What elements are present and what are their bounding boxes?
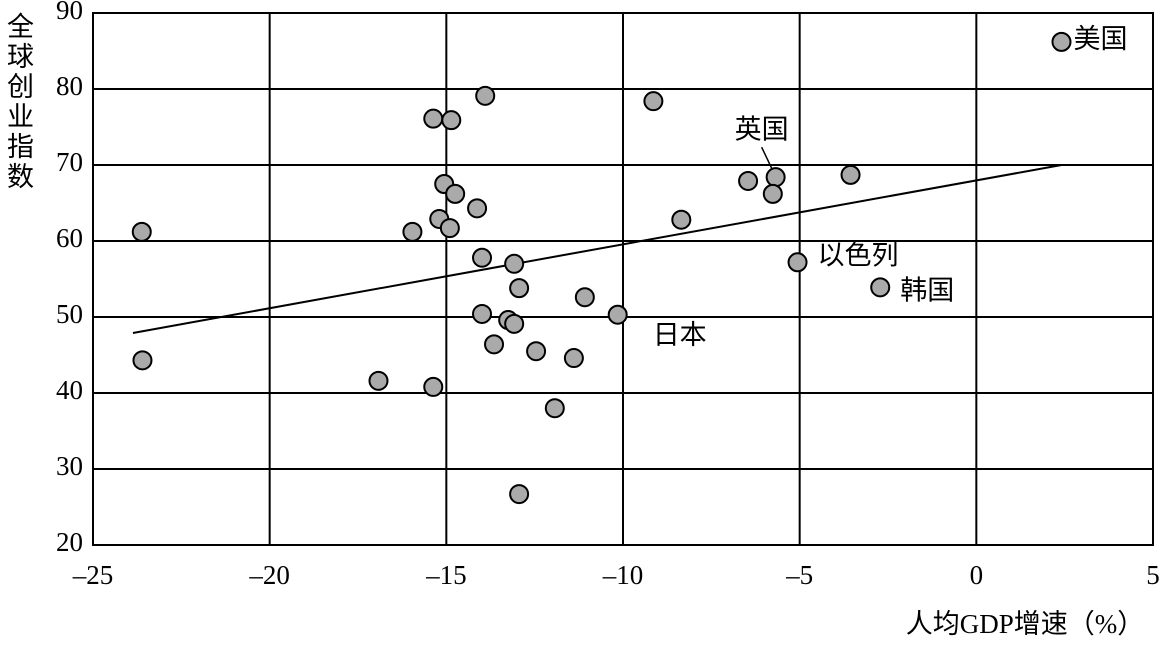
data-point — [509, 278, 530, 299]
data-point — [787, 252, 808, 273]
x-tick-label: –25 — [72, 560, 114, 590]
data-point — [423, 108, 444, 129]
point-label: 韩国 — [900, 276, 954, 306]
data-point — [445, 183, 466, 204]
data-point — [765, 167, 786, 188]
point-label: 以色列 — [818, 240, 899, 270]
data-point — [762, 183, 783, 204]
y-tick-label: 90 — [56, 0, 83, 25]
data-point — [1051, 31, 1072, 52]
x-tick-label: –15 — [425, 560, 467, 590]
data-point — [472, 303, 493, 324]
data-point — [132, 350, 153, 371]
data-point — [484, 334, 505, 355]
data-point — [870, 277, 891, 298]
data-point — [738, 170, 759, 191]
data-point — [475, 85, 496, 106]
data-point — [643, 91, 664, 112]
data-point — [504, 253, 525, 274]
data-point — [402, 221, 423, 242]
data-point — [368, 370, 389, 391]
data-point — [472, 247, 493, 268]
leader-line — [760, 146, 773, 169]
y-tick-label: 70 — [56, 147, 83, 177]
y-tick-label: 60 — [56, 223, 83, 253]
data-point — [131, 221, 152, 242]
point-label: 英国 — [735, 114, 789, 144]
y-tick-label: 30 — [56, 451, 83, 481]
y-tick-label: 50 — [56, 299, 83, 329]
trend-line — [132, 164, 1062, 334]
x-tick-label: –5 — [785, 560, 813, 590]
x-tick-label: –20 — [248, 560, 290, 590]
data-point — [563, 348, 584, 369]
data-point — [467, 198, 488, 219]
data-point — [574, 287, 595, 308]
x-tick-label: 5 — [1146, 560, 1160, 590]
y-tick-label: 80 — [56, 71, 83, 101]
data-point — [526, 341, 547, 362]
x-tick-label: 0 — [970, 560, 984, 590]
point-label: 美国 — [1073, 24, 1127, 54]
y-axis-label: 全球创业指数 — [3, 12, 34, 192]
data-point — [504, 313, 525, 334]
data-point — [671, 209, 692, 230]
x-tick-label: –10 — [602, 560, 644, 590]
data-point — [509, 484, 530, 505]
data-point — [544, 398, 565, 419]
y-tick-label: 40 — [56, 375, 83, 405]
data-point — [607, 304, 628, 325]
data-point — [423, 376, 444, 397]
point-label: 日本 — [653, 320, 707, 350]
x-axis-label: 人均GDP增速（%） — [906, 609, 1145, 639]
data-point — [441, 110, 462, 131]
plot-frame — [92, 12, 1154, 546]
data-point — [840, 164, 861, 185]
y-tick-label: 20 — [56, 527, 83, 557]
data-point — [439, 218, 460, 239]
